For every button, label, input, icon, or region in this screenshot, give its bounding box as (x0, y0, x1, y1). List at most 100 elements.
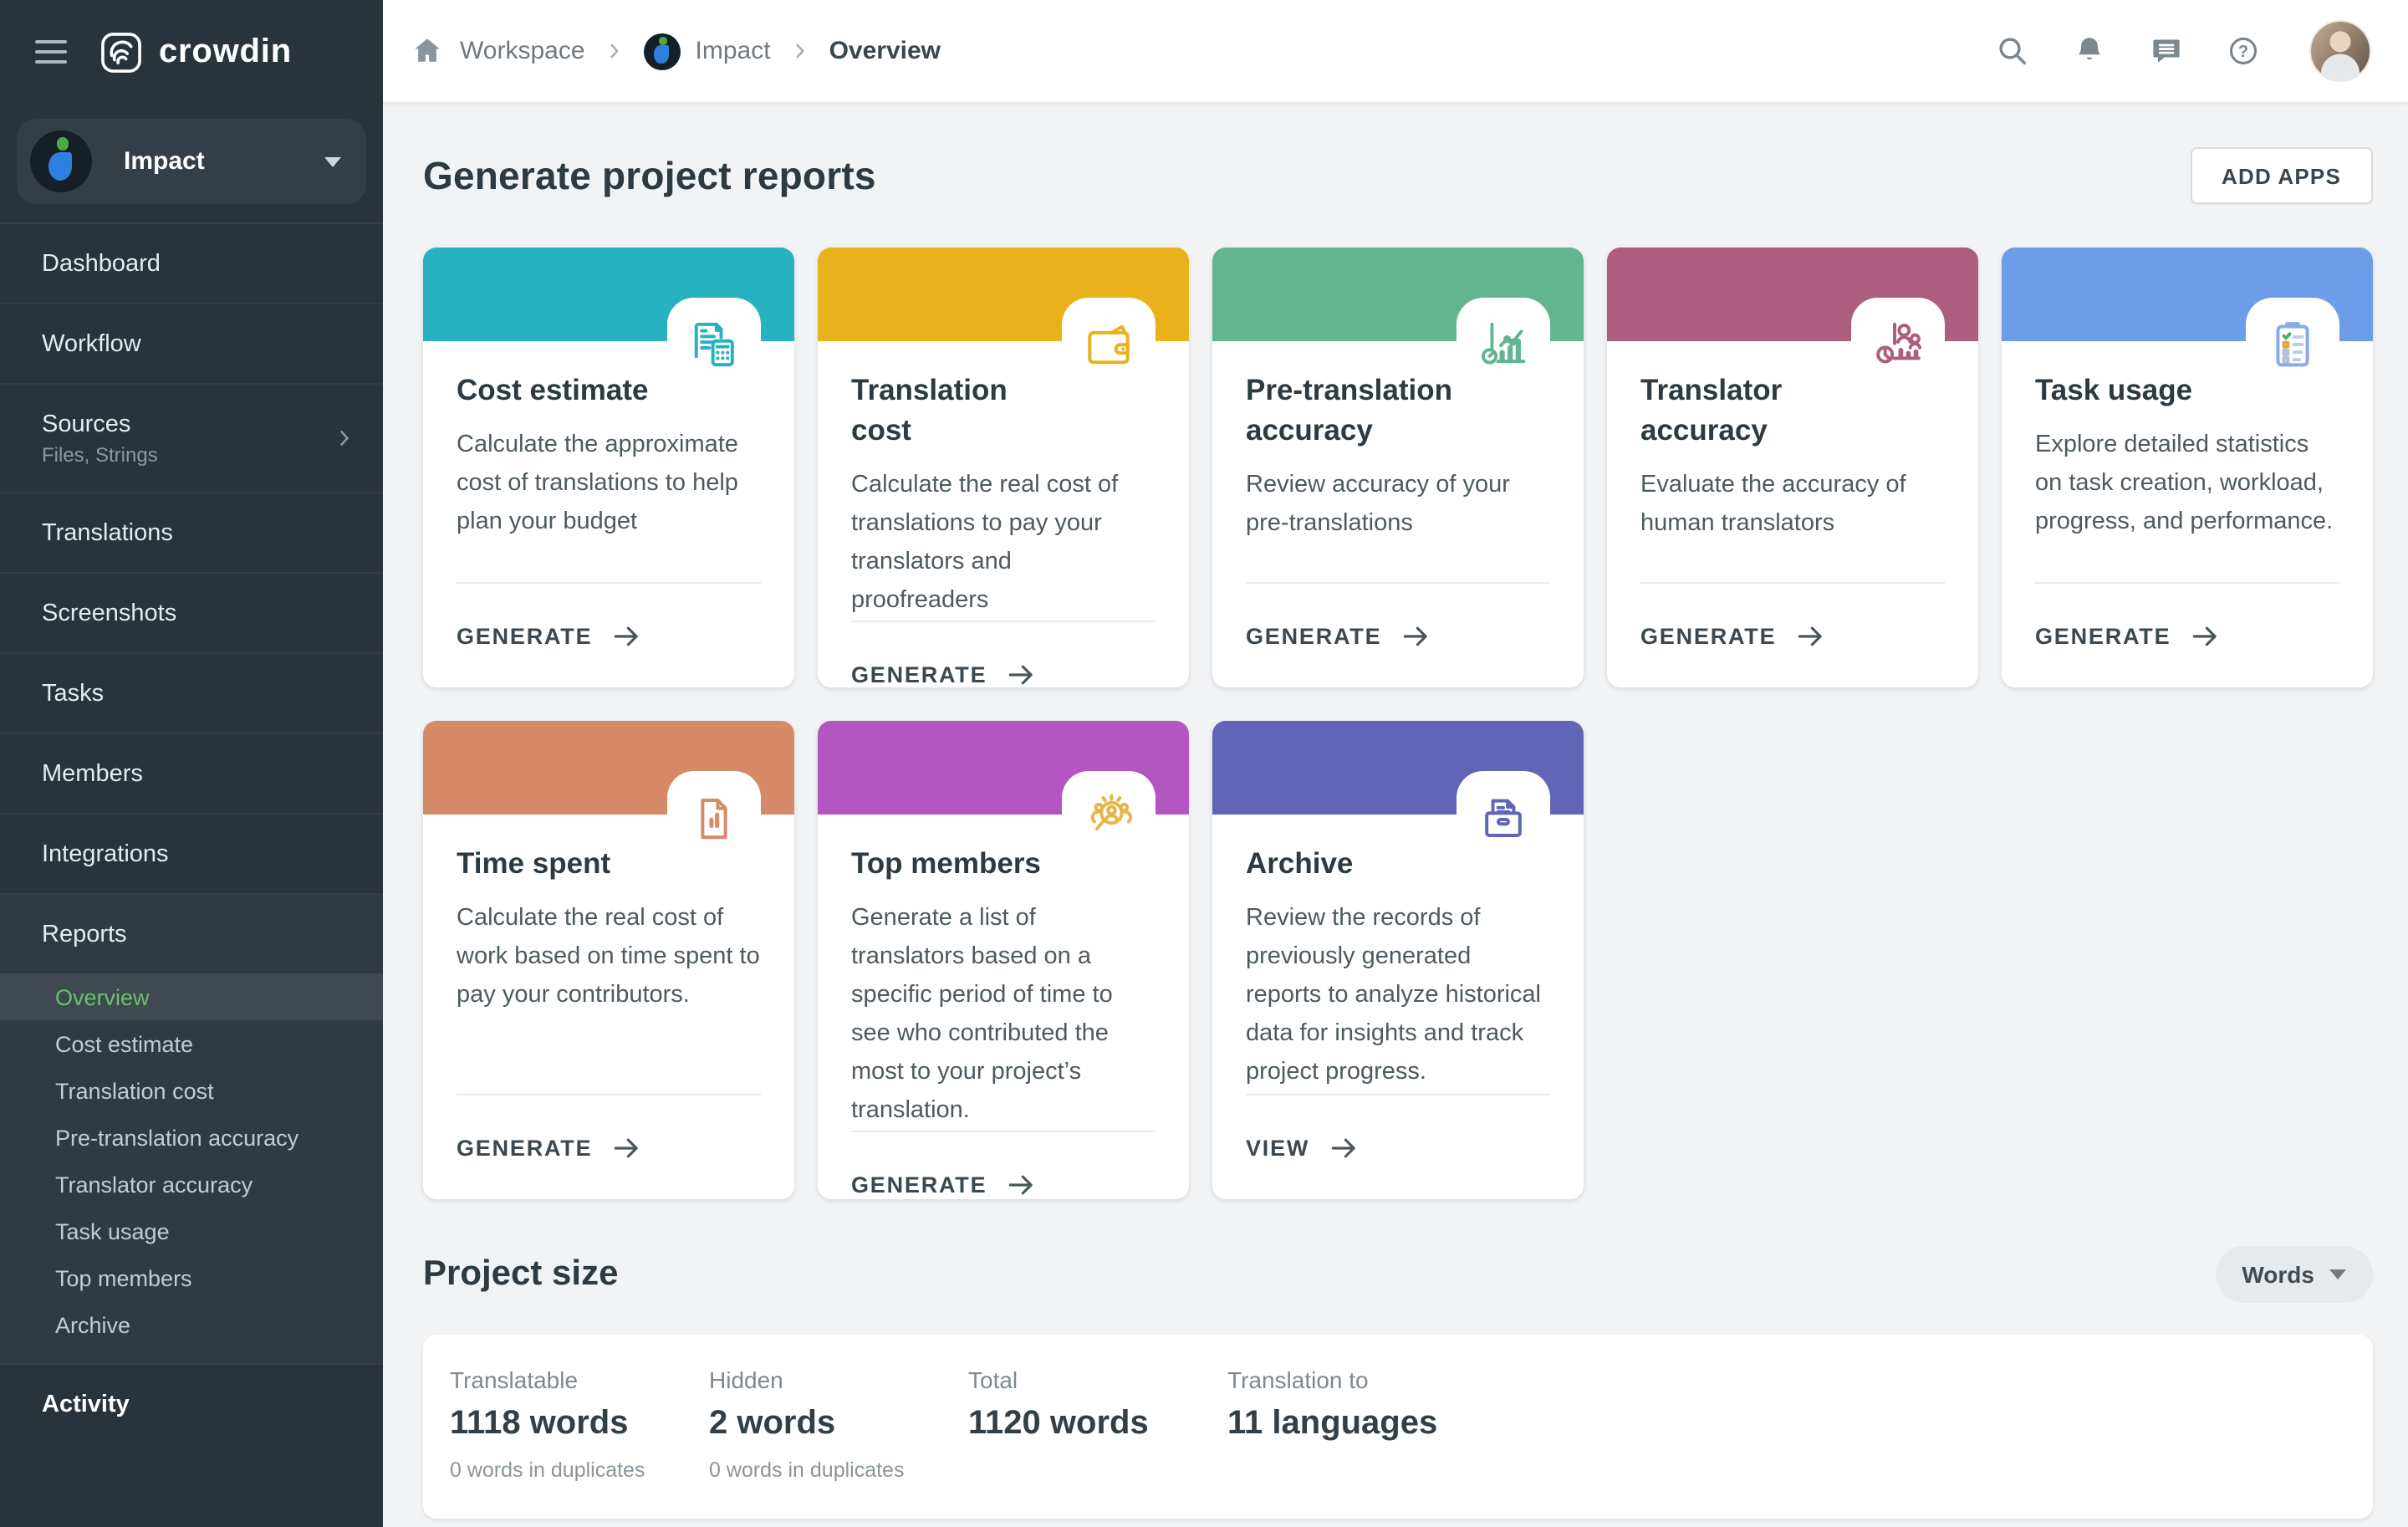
project-size-stat-hidden: Hidden 2 words 0 words in duplicates (709, 1366, 968, 1482)
sidebar-item-dashboard[interactable]: Dashboard (0, 224, 383, 304)
breadcrumb-project[interactable]: Impact (643, 33, 771, 69)
home-icon (410, 33, 445, 69)
stat-note: 0 words in duplicates (450, 1458, 645, 1482)
card-action-link[interactable]: GENERATE (851, 1168, 1037, 1199)
project-avatar (643, 33, 681, 69)
stat-label: Hidden (709, 1366, 783, 1393)
stat-label: Total (968, 1366, 1018, 1393)
card-description: Calculate the real cost of work based on… (457, 905, 760, 1009)
card-action-label: VIEW (1246, 1135, 1310, 1160)
reports-submenu-item-top-members[interactable]: Top members (0, 1254, 383, 1301)
card-description: Calculate the approximate cost of transl… (457, 432, 738, 535)
submenu-item-label: Translation cost (55, 1078, 214, 1103)
stat-label: Translation to (1227, 1366, 1369, 1393)
sidebar-item-label: Tasks (42, 680, 105, 707)
report-card-cost-estimate: Cost estimate Calculate the approximate … (423, 248, 794, 687)
messages-icon[interactable] (2149, 33, 2184, 69)
card-description: Review accuracy of your pre-translations (1246, 472, 1510, 537)
card-action-label: GENERATE (851, 661, 987, 687)
stat-note: 0 words in duplicates (709, 1458, 905, 1482)
card-title: Pre-translation accuracy (1246, 373, 1452, 447)
report-card-top-members: Top members Generate a list of translato… (818, 721, 1189, 1199)
stat-label: Translatable (450, 1366, 579, 1393)
sidebar-item-tasks[interactable]: Tasks (0, 654, 383, 734)
reports-submenu-item-translator-accuracy[interactable]: Translator accuracy (0, 1161, 383, 1208)
chevron-down-icon (2329, 1269, 2346, 1279)
card-description: Explore detailed statistics on task crea… (2035, 432, 2334, 535)
sidebar-item-label: Workflow (42, 330, 141, 357)
add-apps-button[interactable]: ADD APPS (2190, 147, 2373, 204)
sidebar-item-activity[interactable]: Activity (0, 1363, 383, 1443)
card-action-link[interactable]: GENERATE (1246, 620, 1431, 651)
card-action-label: GENERATE (851, 1172, 987, 1197)
sidebar-item-label: Translations (42, 519, 173, 546)
card-icon-badge (1062, 771, 1156, 865)
people-magnifier-icon (1080, 789, 1137, 846)
sidebar-item-sources[interactable]: Sources Files, Strings (0, 385, 383, 493)
search-icon[interactable] (1995, 33, 2030, 69)
card-description: Review the records of previously generat… (1246, 905, 1541, 1085)
breadcrumb-label: Impact (695, 37, 771, 65)
submenu-item-label: Cost estimate (55, 1031, 194, 1056)
report-card-time-spent: Time spent Calculate the real cost of wo… (423, 721, 794, 1199)
card-action-label: GENERATE (1640, 623, 1777, 648)
card-action-link[interactable]: GENERATE (851, 658, 1037, 687)
sidebar-item-screenshots[interactable]: Screenshots (0, 574, 383, 654)
help-icon[interactable]: ? (2226, 33, 2261, 69)
archive-box-icon (1475, 789, 1532, 846)
sidebar-item-translations[interactable]: Translations (0, 493, 383, 574)
report-card-translator-accuracy: Translator accuracy Evaluate the accurac… (1607, 248, 1978, 687)
sidebar-item-label: Dashboard (42, 250, 161, 277)
stat-value: 1118 words (450, 1405, 629, 1442)
card-action-link[interactable]: VIEW (1246, 1131, 1360, 1163)
card-action-link[interactable]: GENERATE (457, 620, 642, 651)
sidebar-item-sublabel: Files, Strings (42, 442, 158, 466)
card-icon-badge (667, 771, 761, 865)
sidebar-section-reports: Reports Overview Cost estimate Translation… (0, 895, 383, 1363)
crowdin-logo-icon (99, 29, 144, 74)
breadcrumb: Workspace Impact Overview (410, 33, 941, 69)
card-action-label: GENERATE (457, 1135, 593, 1160)
report-cards-grid: Cost estimate Calculate the approximate … (423, 248, 2373, 1199)
topbar: Workspace Impact Overview ? (383, 0, 2408, 104)
project-selector[interactable]: Impact (17, 119, 366, 204)
menu-icon[interactable] (32, 27, 70, 76)
reports-submenu-item-archive[interactable]: Archive (0, 1301, 383, 1348)
crowdin-logo[interactable]: crowdin (99, 29, 292, 74)
chevron-right-icon (604, 40, 625, 62)
reports-submenu-item-task-usage[interactable]: Task usage (0, 1208, 383, 1254)
card-action-link[interactable]: GENERATE (2035, 620, 2221, 651)
card-description: Evaluate the accuracy of human translato… (1640, 472, 1906, 537)
user-avatar[interactable] (2309, 20, 2371, 82)
card-title: Top members (851, 846, 1041, 880)
breadcrumb-workspace[interactable]: Workspace (410, 33, 585, 69)
reports-submenu-item-cost-estimate[interactable]: Cost estimate (0, 1020, 383, 1067)
sidebar-item-reports[interactable]: Reports (0, 895, 383, 973)
reports-submenu-item-pre-translation-accuracy[interactable]: Pre-translation accuracy (0, 1114, 383, 1161)
project-size-stat-total: Total 1120 words (968, 1366, 1227, 1482)
sidebar-item-members[interactable]: Members (0, 734, 383, 815)
sidebar-item-integrations[interactable]: Integrations (0, 815, 383, 895)
sidebar-header: crowdin (0, 0, 383, 104)
submenu-item-label: Translator accuracy (55, 1172, 253, 1197)
notifications-bell-icon[interactable] (2072, 33, 2107, 69)
page-title: Generate project reports (423, 153, 876, 197)
project-size-stats-card: Translatable 1118 words 0 words in dupli… (423, 1335, 2373, 1519)
people-chart-icon (1870, 316, 1926, 373)
sidebar-item-workflow[interactable]: Workflow (0, 304, 383, 385)
report-card-translation-cost: Translation cost Calculate the real cost… (818, 248, 1189, 687)
card-action-link[interactable]: GENERATE (1640, 620, 1826, 651)
document-bars-icon (686, 789, 742, 846)
arrow-right-icon (1009, 1174, 1033, 1194)
reports-submenu-item-translation-cost[interactable]: Translation cost (0, 1067, 383, 1114)
project-size-header: Project size Words (423, 1246, 2373, 1303)
card-action-link[interactable]: GENERATE (457, 1131, 642, 1163)
unit-selector-dropdown[interactable]: Words (2215, 1246, 2373, 1303)
reports-submenu-item-overview[interactable]: Overview (0, 973, 383, 1020)
wallet-icon (1080, 316, 1137, 373)
report-card-task-usage: Task usage Explore detailed statistics o… (2002, 248, 2373, 687)
submenu-item-label: Archive (55, 1312, 131, 1337)
arrow-right-icon (1331, 1137, 1355, 1157)
stat-value: 2 words (709, 1405, 836, 1442)
topbar-actions: ? (1995, 20, 2371, 82)
